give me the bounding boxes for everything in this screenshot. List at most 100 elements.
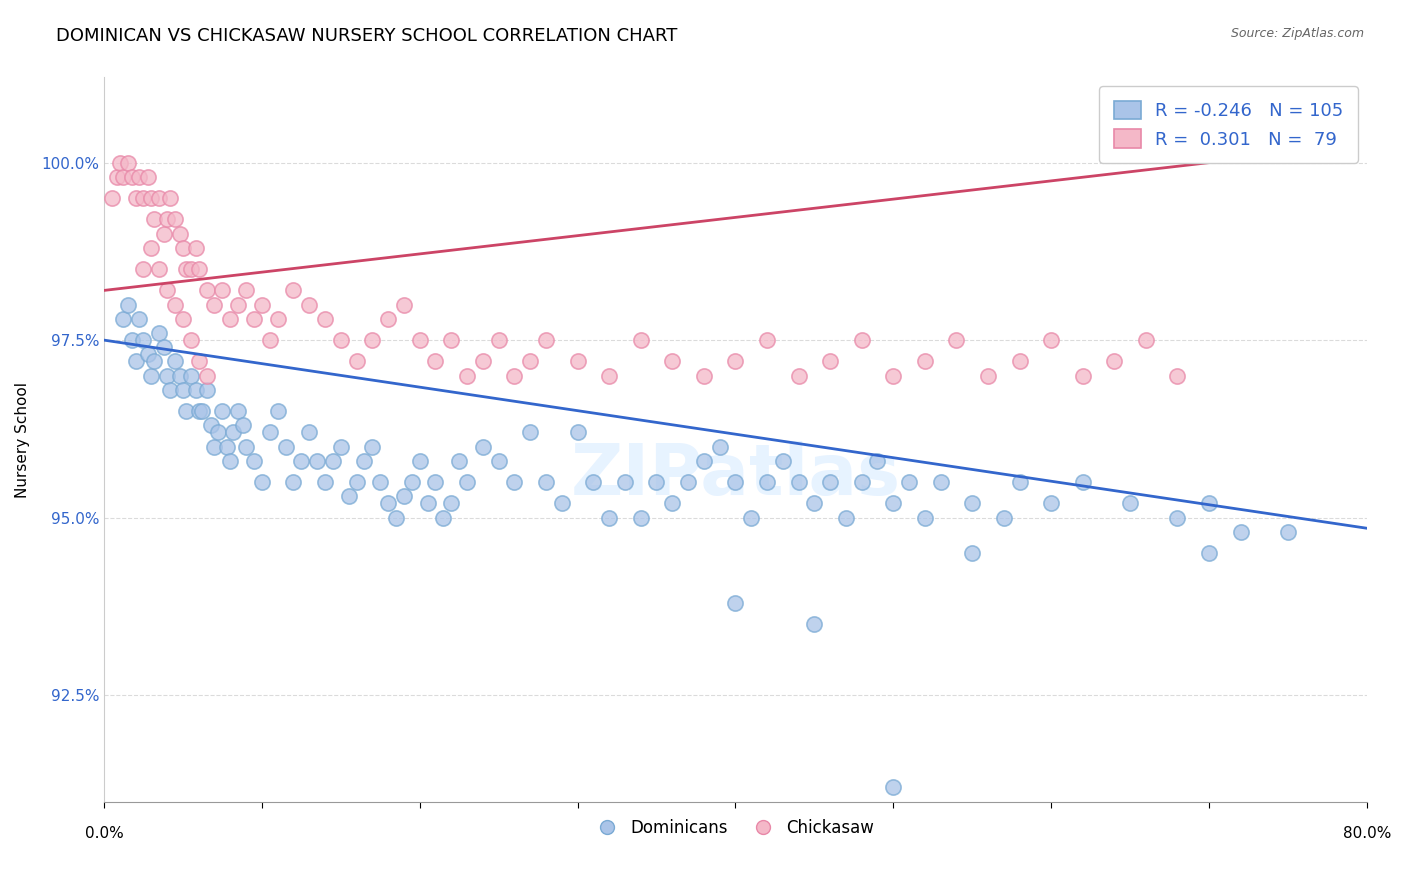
Point [960, 496, 983, 510]
Point [153, 227, 176, 241]
Point [449, 454, 471, 468]
Point [187, 354, 209, 368]
Point [169, 227, 191, 241]
Point [187, 404, 209, 418]
Point [1071, 368, 1094, 383]
Point [141, 191, 163, 205]
Point [882, 368, 904, 383]
Point [128, 311, 150, 326]
Point [1166, 368, 1188, 383]
Point [368, 475, 391, 489]
Point [471, 354, 494, 368]
Point [226, 404, 249, 418]
Point [676, 475, 699, 489]
Point [184, 383, 207, 397]
Point [204, 298, 226, 312]
Point [1166, 510, 1188, 524]
Point [200, 418, 222, 433]
Point [598, 368, 620, 383]
Point [661, 354, 683, 368]
Point [803, 496, 825, 510]
Point [337, 489, 360, 503]
Point [111, 169, 134, 184]
Point [124, 354, 146, 368]
Text: 0.0%: 0.0% [84, 826, 124, 841]
Point [835, 510, 858, 524]
Point [377, 311, 399, 326]
Point [361, 440, 384, 454]
Point [243, 454, 266, 468]
Point [172, 311, 194, 326]
Point [101, 191, 124, 205]
Point [567, 425, 589, 440]
Point [882, 780, 904, 795]
Point [121, 169, 143, 184]
Point [211, 284, 233, 298]
Point [195, 284, 218, 298]
Point [377, 496, 399, 510]
Point [408, 454, 430, 468]
Point [346, 354, 368, 368]
Point [353, 454, 375, 468]
Point [977, 368, 1000, 383]
Point [755, 333, 778, 347]
Point [488, 454, 510, 468]
Point [174, 404, 197, 418]
Point [298, 425, 321, 440]
Point [250, 298, 273, 312]
Point [180, 368, 202, 383]
Point [180, 333, 202, 347]
Point [195, 383, 218, 397]
Point [488, 333, 510, 347]
Point [184, 241, 207, 255]
Point [195, 368, 218, 383]
Point [582, 475, 605, 489]
Point [314, 475, 336, 489]
Point [169, 368, 191, 383]
Point [180, 262, 202, 277]
Point [1102, 354, 1125, 368]
Point [456, 475, 478, 489]
Point [141, 368, 163, 383]
Point [117, 298, 139, 312]
Point [945, 333, 967, 347]
Point [709, 440, 731, 454]
Point [1229, 524, 1251, 539]
Text: Source: ZipAtlas.com: Source: ZipAtlas.com [1230, 27, 1364, 40]
Point [298, 298, 321, 312]
Point [232, 418, 254, 433]
Point [898, 475, 921, 489]
Text: 80.0%: 80.0% [1343, 826, 1391, 841]
Point [425, 354, 447, 368]
Point [1135, 333, 1157, 347]
Point [235, 440, 257, 454]
Point [551, 496, 574, 510]
Point [159, 191, 181, 205]
Point [803, 617, 825, 632]
Point [283, 284, 305, 298]
Point [174, 262, 197, 277]
Point [567, 354, 589, 368]
Point [314, 311, 336, 326]
Y-axis label: Nursery School: Nursery School [15, 382, 30, 498]
Point [156, 212, 179, 227]
Point [503, 368, 526, 383]
Point [519, 425, 541, 440]
Point [1277, 524, 1299, 539]
Point [993, 510, 1015, 524]
Point [235, 284, 257, 298]
Point [250, 475, 273, 489]
Point [693, 454, 716, 468]
Point [818, 354, 841, 368]
Point [259, 333, 281, 347]
Point [163, 298, 186, 312]
Point [132, 191, 155, 205]
Point [519, 354, 541, 368]
Point [172, 383, 194, 397]
Point [117, 155, 139, 169]
Point [108, 155, 131, 169]
Point [440, 333, 463, 347]
Point [755, 475, 778, 489]
Point [440, 496, 463, 510]
Point [156, 284, 179, 298]
